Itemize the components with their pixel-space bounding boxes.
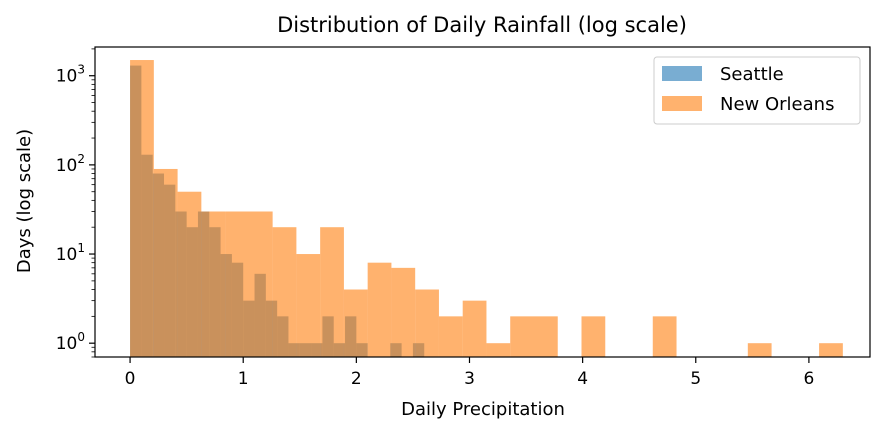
new-orleans-bar	[510, 316, 558, 357]
y-tick-label: 101	[56, 241, 85, 265]
x-tick-label: 2	[351, 369, 362, 389]
legend-label-seattle: Seattle	[720, 64, 784, 85]
legend: Seattle New Orleans	[653, 56, 861, 125]
new-orleans-bar	[177, 191, 202, 357]
new-orleans-bar	[201, 211, 226, 357]
x-tick-label: 5	[690, 369, 701, 389]
new-orleans-bar	[272, 227, 297, 357]
legend-swatch-new-orleans	[662, 96, 702, 111]
new-orleans-bar	[343, 289, 368, 357]
chart-title: Distribution of Daily Rainfall (log scal…	[277, 13, 687, 37]
legend-label-new-orleans: New Orleans	[720, 94, 834, 115]
y-tick-label: 103	[56, 63, 85, 87]
new-orleans-bar	[652, 316, 677, 357]
plot-frame	[94, 46, 871, 358]
x-tick-label: 6	[803, 369, 814, 389]
new-orleans-bar	[438, 316, 463, 357]
new-orleans-bar	[296, 254, 321, 357]
new-orleans-bar	[367, 262, 392, 357]
x-tick-label: 3	[464, 369, 475, 389]
legend-box	[653, 56, 861, 125]
new-orleans-bar	[747, 343, 772, 357]
x-tick-label: 1	[238, 369, 249, 389]
x-tick-label: 4	[577, 369, 588, 389]
new-orleans-bar	[819, 343, 843, 357]
y-tick-label: 102	[56, 152, 85, 176]
new-orleans-bar	[153, 168, 178, 357]
bars-layer	[130, 60, 843, 357]
new-orleans-bar	[391, 267, 416, 357]
axes-layer: 0 1 2 3 4 5 6 100 101 102 103	[56, 46, 871, 389]
x-tick-label: 0	[125, 369, 136, 389]
new-orleans-bar	[486, 343, 511, 357]
new-orleans-bar	[462, 300, 487, 357]
y-axis-label: Days (log scale)	[14, 129, 35, 273]
new-orleans-bar	[225, 211, 273, 357]
legend-swatch-seattle	[662, 66, 702, 81]
new-orleans-bar	[415, 289, 439, 357]
new-orleans-bar	[130, 60, 154, 357]
new-orleans-bar	[320, 227, 344, 357]
y-tick-label: 100	[56, 330, 85, 354]
x-axis-label: Daily Precipitation	[401, 399, 565, 420]
new-orleans-bar	[581, 316, 606, 357]
